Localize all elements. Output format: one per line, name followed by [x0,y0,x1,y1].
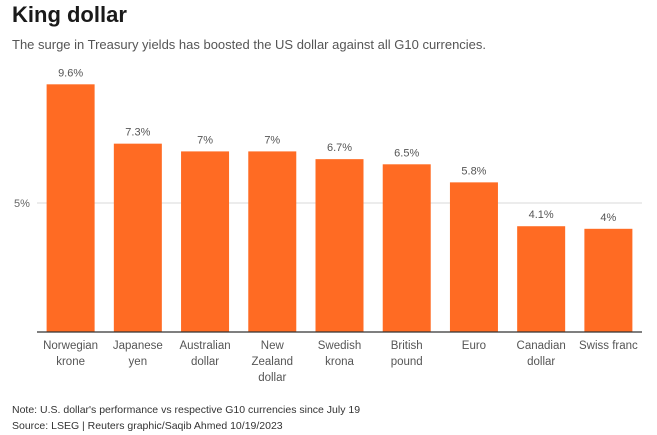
chart-title: King dollar [12,2,127,27]
footnote-source: Source: LSEG | Reuters graphic/Saqib Ahm… [12,420,283,432]
x-category-label-7: Canadian dollar [517,340,566,368]
bar-7 [517,226,566,332]
bar-6 [449,182,498,332]
bar-4 [315,159,364,332]
x-category-label-2: Australian dollar [179,340,230,368]
chart-subtitle: The surge in Treasury yields has boosted… [12,37,487,52]
bar-2 [181,151,230,332]
y-tick-label-0: 5% [14,198,30,210]
bar-3 [248,151,297,332]
x-category-label-0: Norwegian krone [43,340,98,368]
x-category-label-3: New Zealand dollar [251,340,293,384]
bar-value-label-7: 4.1% [529,209,554,221]
x-category-label-8: Swiss franc [579,340,638,352]
x-category-label-5: British pound [391,340,423,368]
x-category-label-1: Japanese yen [113,340,163,368]
bar-5 [382,164,431,332]
bar-chart: 5% 9.6% Norwegian krone 7.3% Japanese yen 7% Aus… [14,67,642,384]
bar-value-label-6: 5.8% [461,165,486,177]
bar-value-label-3: 7% [264,134,280,146]
bar-1 [113,143,162,332]
bar-value-label-1: 7.3% [125,127,150,139]
bar-value-label-5: 6.5% [394,147,419,159]
bar-value-label-4: 6.7% [327,142,352,154]
bar-value-label-2: 7% [197,134,213,146]
bar-value-label-8: 4% [600,212,616,224]
bar-0 [46,84,95,332]
x-category-label-6: Euro [462,340,486,352]
footnote-note: Note: U.S. dollar's performance vs respe… [12,404,361,416]
bar-value-label-0: 9.6% [58,67,83,79]
bar-8 [584,228,633,332]
x-category-label-4: Swedish krona [318,340,361,368]
